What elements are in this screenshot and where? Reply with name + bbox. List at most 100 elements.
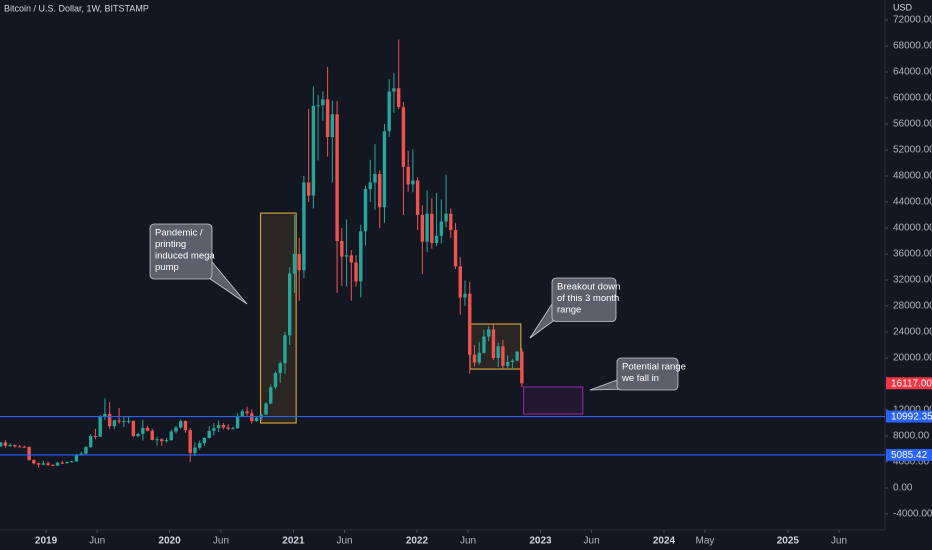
candle-body — [354, 262, 358, 282]
candle-body — [505, 361, 510, 366]
candle-body — [150, 430, 155, 440]
candle-body — [411, 180, 415, 185]
candle-body — [93, 436, 98, 438]
candle-body — [79, 453, 83, 455]
candle-body — [240, 411, 245, 416]
y-tick-label: 28000.00 — [893, 301, 932, 312]
candle-body — [330, 114, 335, 138]
candle-body — [335, 114, 339, 242]
candle-body — [387, 91, 391, 132]
candle-body — [65, 462, 69, 464]
x-tick-label: 2023 — [529, 536, 552, 547]
range-box — [523, 386, 584, 415]
candle-body — [363, 189, 368, 232]
candle-body — [420, 215, 425, 242]
y-tick-label: 44000.00 — [893, 197, 932, 208]
y-tick-label: 60000.00 — [893, 93, 932, 104]
candle-body — [368, 182, 372, 190]
y-tick-label: 36000.00 — [893, 249, 932, 260]
callout-text: pump — [155, 262, 179, 273]
y-tick-label: 56000.00 — [893, 119, 932, 130]
candle-body — [520, 351, 524, 384]
candle-body — [188, 430, 192, 453]
candle-body — [449, 213, 453, 230]
callout-text: printing — [155, 239, 186, 250]
y-tick-label: 12000.00 — [893, 405, 932, 416]
candle-body — [27, 447, 31, 461]
callout-text: we fall in — [621, 373, 659, 384]
candle-body — [98, 416, 102, 437]
candle-body — [84, 447, 88, 454]
candle-body — [22, 446, 27, 448]
y-tick-label: 0.00 — [893, 483, 913, 494]
candle-body — [316, 105, 320, 107]
candle-body — [122, 421, 126, 423]
candle-body — [349, 255, 353, 263]
price-label-bg — [886, 448, 932, 461]
candle-body — [458, 266, 462, 298]
x-tick-label: 2021 — [282, 536, 305, 547]
y-tick-label: 40000.00 — [893, 223, 932, 234]
candle-body — [202, 437, 207, 444]
candle-body — [468, 293, 472, 355]
candle-body — [392, 88, 396, 92]
x-tick-label: Jun — [831, 536, 847, 547]
x-tick-label: Jun — [213, 536, 229, 547]
candle-body — [340, 241, 344, 257]
x-tick-label: Jun — [89, 536, 105, 547]
y-tick-label: -4000.00 — [893, 509, 932, 520]
y-tick-label: 4000.00 — [893, 457, 930, 468]
candle-body — [472, 354, 477, 363]
candle-body — [401, 107, 406, 167]
candle-body — [430, 213, 434, 243]
candle-body — [226, 427, 230, 429]
callout-text: Pandemic / — [155, 228, 203, 239]
y-unit: USD — [893, 2, 913, 12]
candle-body — [155, 439, 159, 441]
y-tick-label: 48000.00 — [893, 171, 932, 182]
candle-body — [406, 166, 410, 185]
candle-body — [359, 231, 363, 282]
y-tick-label: 32000.00 — [893, 275, 932, 286]
candle-body — [273, 372, 278, 388]
callout-box — [616, 357, 679, 391]
x-tick-label: 2019 — [35, 536, 58, 547]
x-tick-label: May — [696, 536, 715, 547]
callout-box — [551, 277, 617, 322]
x-tick-label: Jun — [336, 536, 352, 547]
candle-body — [264, 403, 268, 415]
candle-body — [32, 460, 36, 464]
y-tick-label: 72000.00 — [893, 15, 932, 26]
candle-body — [179, 421, 183, 428]
candle-body — [112, 420, 117, 427]
last-price-bg — [886, 377, 932, 390]
candle-body — [136, 434, 140, 437]
candle-body — [373, 174, 377, 183]
callout-text: Potential range — [622, 362, 686, 373]
candle-body — [117, 420, 121, 422]
y-tick-label: 20000.00 — [893, 353, 932, 364]
last-price-label: 16117.00 — [891, 378, 932, 389]
candle-body — [491, 329, 496, 359]
candle-body — [283, 335, 287, 364]
y-tick-label: 52000.00 — [893, 145, 932, 156]
candle-body — [193, 447, 197, 453]
callout-text: range — [557, 305, 581, 316]
candle-body — [378, 174, 382, 208]
candle-body — [245, 411, 249, 414]
candle-body — [269, 387, 273, 404]
candle-body — [287, 273, 292, 336]
candle-body — [41, 463, 46, 465]
y-tick-label: 68000.00 — [893, 41, 932, 52]
candle-body — [415, 180, 420, 216]
candle-body — [297, 254, 301, 271]
candle-body — [46, 463, 50, 465]
candle-body — [250, 413, 254, 422]
chart-title: Bitcoin / U.S. Dollar, 1W, BITSTAMP — [4, 3, 149, 13]
candle-body — [325, 99, 330, 138]
y-tick-label: 24000.00 — [893, 327, 932, 338]
candle-body — [235, 415, 240, 429]
